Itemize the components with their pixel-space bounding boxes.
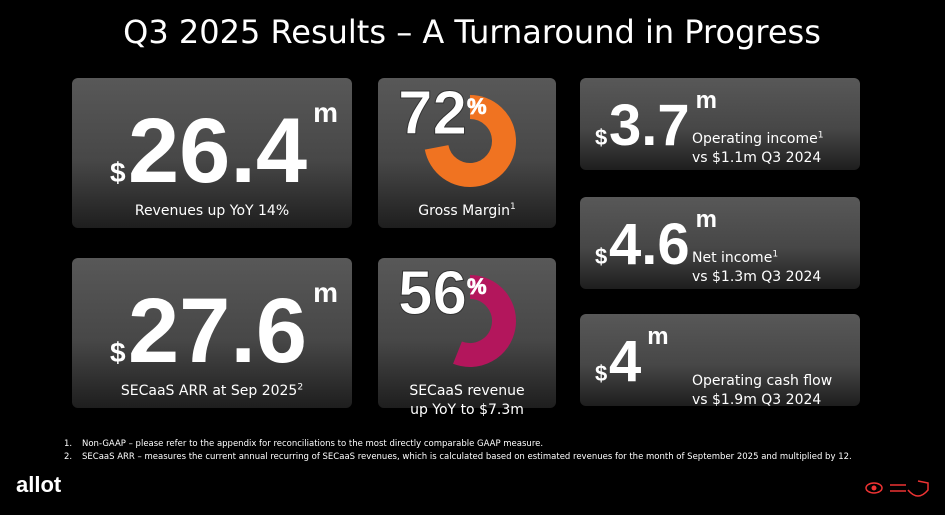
label-text: SECaaS revenue	[409, 383, 524, 399]
label: Gross Margin1	[418, 202, 515, 219]
footnote-ref: 1	[510, 202, 516, 212]
card	[72, 258, 352, 408]
label-text: Gross Margin	[418, 203, 510, 219]
currency: $	[595, 125, 607, 150]
unit: m	[647, 323, 668, 350]
comparison: vs $1.3m Q3 2024	[692, 269, 821, 285]
label-text: SECaaS ARR at Sep 2025	[121, 383, 297, 399]
gauge-unit: %	[467, 94, 487, 119]
donut-arc	[424, 95, 516, 187]
label-text: Operating cash flow	[692, 373, 832, 389]
amount: 4	[609, 329, 641, 394]
currency: $	[595, 361, 607, 386]
amount: 3.7	[609, 93, 690, 158]
footer-icons	[865, 480, 929, 497]
label: Revenues up YoY 14%	[135, 203, 289, 219]
footnote-text: SECaaS ARR – measures the current annual…	[82, 452, 852, 462]
footnote-marker: 1.	[64, 439, 72, 449]
label: SECaaS ARR at Sep 20252	[121, 382, 303, 399]
card	[580, 314, 860, 406]
currency: $	[595, 244, 607, 269]
footnote-text: Non-GAAP – please refer to the appendix …	[82, 439, 543, 449]
gauge-unit: %	[467, 274, 487, 299]
card	[580, 197, 860, 289]
donut-arc	[453, 275, 516, 367]
card	[378, 78, 556, 228]
gauge-value: 56	[398, 259, 467, 328]
label-text: Net income	[692, 250, 772, 266]
card	[72, 78, 352, 228]
currency: $	[110, 157, 126, 188]
unit: m	[313, 97, 338, 128]
unit: m	[313, 277, 338, 308]
label-text: up YoY to $7.3m	[410, 402, 524, 418]
card	[378, 258, 556, 408]
label: Net income1	[692, 249, 778, 266]
footnote-ref: 1	[818, 130, 824, 140]
unit: m	[696, 87, 717, 114]
slide-title: Q3 2025 Results – A Turnaround in Progre…	[123, 13, 821, 51]
label-text: Revenues up YoY 14%	[135, 203, 289, 219]
label: up YoY to $7.3m	[410, 402, 524, 418]
amount: 4.6	[609, 212, 690, 277]
amount: 27.6	[128, 280, 307, 382]
amount: 26.4	[128, 100, 307, 202]
comparison: vs $1.1m Q3 2024	[692, 150, 821, 166]
label-text: Operating income	[692, 131, 818, 147]
label: Operating income1	[692, 130, 824, 147]
gauge-value: 72	[398, 79, 467, 148]
footnote-marker: 2.	[64, 452, 72, 462]
label: Operating cash flow	[692, 373, 832, 389]
card	[580, 78, 860, 170]
currency: $	[110, 337, 126, 368]
comparison: vs $1.9m Q3 2024	[692, 392, 821, 408]
footnote-ref: 1	[772, 249, 778, 259]
footnote-ref: 2	[297, 382, 303, 392]
logo: allot	[16, 472, 62, 497]
label: SECaaS revenue	[409, 383, 524, 399]
unit: m	[696, 206, 717, 233]
